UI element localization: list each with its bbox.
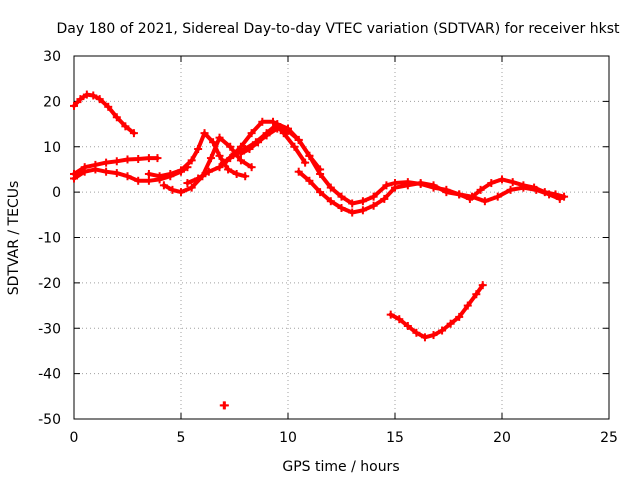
- y-tick-label: -10: [38, 231, 61, 247]
- x-tick-label: 15: [386, 430, 404, 446]
- y-axis-label: SDTVAR / TECUs: [6, 181, 22, 296]
- y-tick-label: -30: [38, 321, 61, 337]
- y-tick-label: 20: [43, 94, 61, 110]
- x-tick-label: 20: [493, 430, 511, 446]
- x-tick-label: 25: [600, 430, 618, 446]
- series-layer: [70, 90, 569, 410]
- grid: [74, 56, 609, 419]
- series-arc-6: [185, 119, 308, 185]
- x-axis-label: GPS time / hours: [282, 459, 399, 475]
- x-tick-label: 5: [177, 430, 186, 446]
- y-tick-label: 0: [52, 185, 61, 201]
- x-tick-label: 10: [279, 430, 297, 446]
- y-tick-label: -20: [38, 276, 61, 292]
- axis-ticks: 0 5 10 15 20 25 -50 -40 -30 -20 -10 0 10 20 30: [38, 49, 618, 446]
- x-tick-label: 0: [70, 430, 79, 446]
- chart-title: Day 180 of 2021, Sidereal Day-to-day VTE…: [57, 21, 620, 37]
- series-arc-10: [388, 283, 485, 340]
- y-tick-label: -40: [38, 367, 61, 383]
- y-tick-label: 30: [43, 49, 61, 65]
- y-tick-label: -50: [38, 412, 61, 428]
- y-tick-label: 10: [43, 140, 61, 156]
